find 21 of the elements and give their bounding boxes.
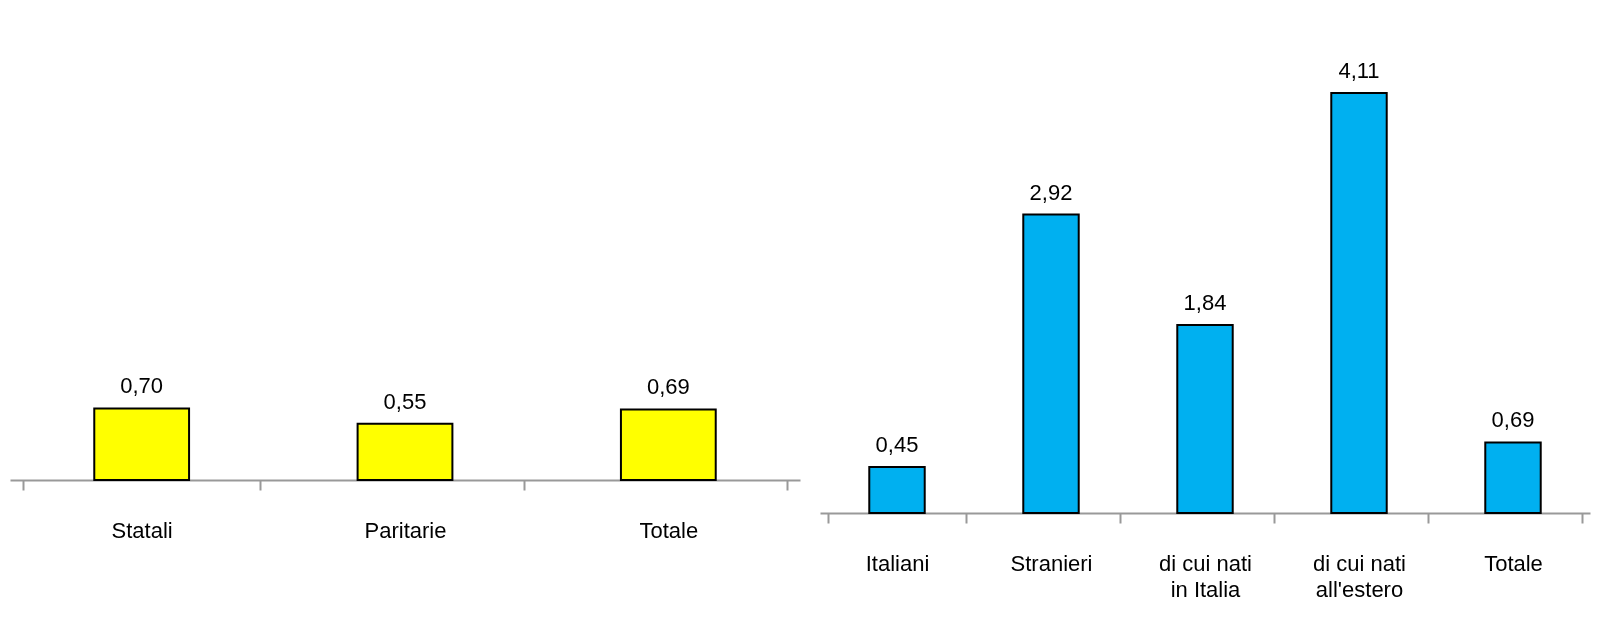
data-label: 0,45 <box>875 432 919 458</box>
bar <box>1022 213 1080 514</box>
x-tick-label: Paritarie <box>364 517 447 543</box>
x-tick-label: Totale <box>1484 550 1543 576</box>
data-label: 0,69 <box>1491 407 1535 433</box>
bar <box>1176 323 1234 514</box>
bar <box>868 466 926 514</box>
data-label: 0,55 <box>383 388 427 414</box>
x-tick-label: Statali <box>111 517 173 543</box>
x-tick-label: di cui nati in Italia <box>1159 550 1252 602</box>
x-tick-label: Totale <box>639 517 699 543</box>
x-tick-label: di cui nati all'estero <box>1313 550 1406 602</box>
data-label: 1,84 <box>1183 289 1227 315</box>
data-label: 0,70 <box>120 373 164 399</box>
x-tick-label: Stranieri <box>1010 550 1093 576</box>
bar <box>1484 441 1542 514</box>
bar <box>1330 92 1388 514</box>
data-label: 4,11 <box>1338 58 1380 83</box>
data-label: 2,92 <box>1029 179 1073 205</box>
data-label: 0,69 <box>646 374 690 400</box>
x-tick-label: Italiani <box>865 550 930 576</box>
